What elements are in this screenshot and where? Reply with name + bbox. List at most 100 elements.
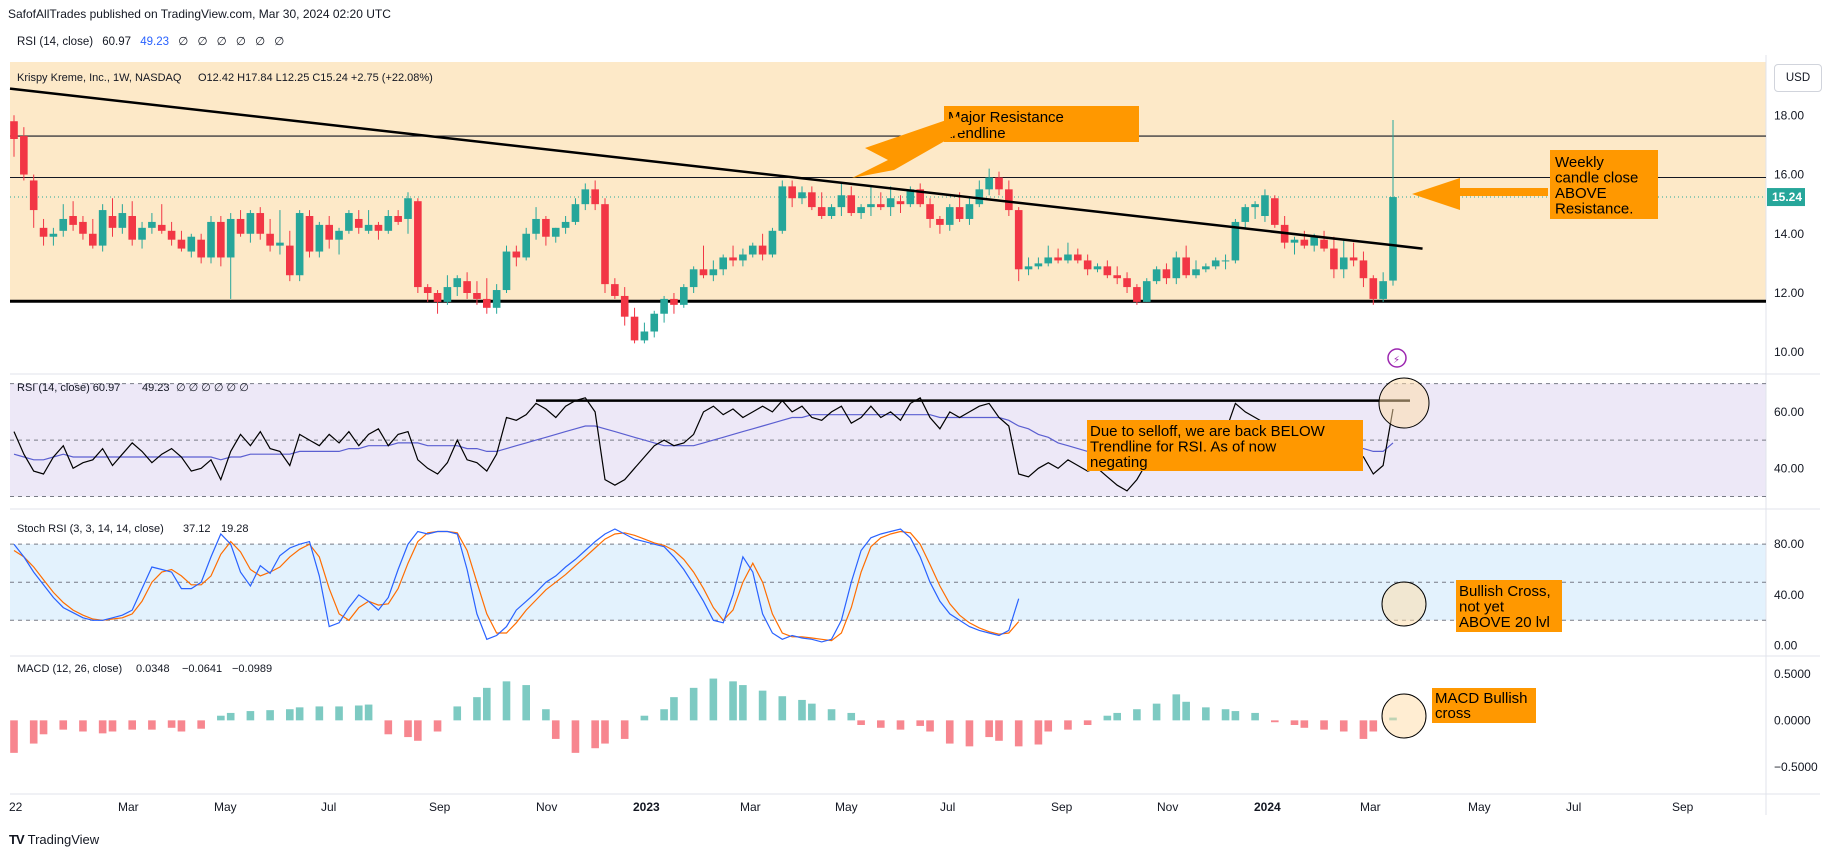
candle-body <box>384 216 393 231</box>
macd-histogram-bar <box>286 709 294 721</box>
candle-body <box>808 192 816 208</box>
stoch-k-line <box>13 528 1020 643</box>
candle-body <box>1271 198 1279 225</box>
candle-body <box>1280 224 1289 243</box>
candle-body <box>20 136 28 175</box>
candle-body <box>1231 221 1240 261</box>
candle-body <box>837 195 846 208</box>
candle-body <box>207 221 215 258</box>
candle-body <box>89 233 97 246</box>
macd-histogram-bar <box>335 706 343 721</box>
rsi-note-line: Trendline for RSI. As of now <box>1090 439 1276 456</box>
candle-body <box>305 216 314 252</box>
candle-body <box>39 227 48 237</box>
macd-histogram-bar <box>965 720 974 747</box>
stoch-note-line: ABOVE 20 lvl <box>1459 614 1550 631</box>
candle-body <box>1211 260 1220 267</box>
candle-body <box>1359 260 1368 279</box>
rsi-legend-empty: ∅ ∅ ∅ ∅ ∅ ∅ <box>176 382 249 394</box>
macd-tick-label: −0.5000 <box>1774 760 1818 774</box>
candle-body <box>1389 197 1397 281</box>
candle-body <box>650 313 659 332</box>
candle-body <box>995 177 1003 190</box>
tradingview-footer: TV TradingView <box>9 832 99 847</box>
rsi-note-box <box>1087 420 1363 471</box>
candle-body <box>483 298 491 308</box>
macd-histogram-bar <box>1271 720 1279 723</box>
macd-legend: MACD (12, 26, close) <box>17 663 122 675</box>
macd-circle <box>1381 693 1427 739</box>
macd-histogram-bar <box>995 720 1003 741</box>
macd-histogram-bar <box>79 720 87 732</box>
x-tick-label: May <box>214 800 237 814</box>
candle-body <box>217 221 225 258</box>
candle-body <box>1251 204 1259 208</box>
rsi-legend-ma: 49.23 <box>142 382 170 394</box>
candle-body <box>1103 266 1112 276</box>
price-tick-label: 12.00 <box>1774 286 1804 300</box>
candle-body <box>1349 257 1358 261</box>
major-resistance-note-line: trendline <box>948 125 1006 142</box>
candle-body <box>1192 269 1200 276</box>
candle-body <box>433 293 442 302</box>
stoch-legend-d: 19.28 <box>221 523 249 535</box>
candle-body <box>916 189 924 205</box>
macd-histogram-bar <box>1290 720 1299 725</box>
rsi-note-line: negating <box>1090 454 1148 471</box>
candle-body <box>1054 257 1062 261</box>
candle-body <box>877 204 885 208</box>
candle-body <box>778 186 787 231</box>
macd-histogram-bar <box>1172 694 1181 721</box>
macd-histogram-bar <box>571 720 580 753</box>
candle-body <box>118 213 127 228</box>
lightning-glyph: ⚡ <box>1393 355 1400 366</box>
candle-body <box>847 195 856 214</box>
candle-body <box>1182 257 1190 276</box>
candle-body <box>1083 260 1092 270</box>
candle-body <box>1339 257 1348 270</box>
x-tick-label: Sep <box>429 800 451 814</box>
candle-body <box>1014 210 1023 270</box>
candle-body <box>886 198 895 208</box>
macd-histogram-bar <box>1369 720 1378 732</box>
weekly-close-note-line: ABOVE <box>1555 185 1607 202</box>
candle-body <box>315 224 324 252</box>
price-tick-label: 14.00 <box>1774 227 1804 241</box>
candle-body <box>49 233 58 237</box>
macd-histogram-bar <box>1103 715 1112 721</box>
macd-histogram-bar <box>1339 720 1348 732</box>
candle-body <box>256 213 265 234</box>
macd-histogram-bar <box>414 720 422 741</box>
candle-body <box>660 298 668 314</box>
macd-legend-macd: −0.0641 <box>182 663 222 675</box>
macd-histogram-bar <box>916 720 924 726</box>
candle-body <box>266 233 274 246</box>
x-tick-label: Jul <box>321 800 336 814</box>
candle-body <box>768 230 777 255</box>
candle-body <box>965 204 974 219</box>
stoch-note-line: Bullish Cross, <box>1459 583 1551 600</box>
candle-body <box>335 230 343 240</box>
x-tick-label: Mar <box>740 800 761 814</box>
stoch-circle <box>1381 581 1427 627</box>
macd-histogram-bar <box>128 720 136 730</box>
currency-button[interactable]: USD <box>1774 64 1822 92</box>
macd-histogram-bar <box>177 720 186 732</box>
published-caption: SafofAllTrades published on TradingView.… <box>8 7 391 21</box>
macd-histogram-bar <box>660 709 668 721</box>
candle-body <box>1005 189 1013 211</box>
candle-body <box>295 213 304 276</box>
candle-body <box>1123 278 1131 288</box>
last-price-tag <box>1767 188 1805 207</box>
macd-histogram-bar <box>847 712 856 721</box>
major-resistance-note-line: Major Resistance <box>948 109 1064 126</box>
candle-body <box>975 189 984 205</box>
macd-histogram-bar <box>827 709 836 721</box>
macd-note-line: cross <box>1435 705 1471 722</box>
weekly-close-note-line: candle close <box>1555 170 1638 187</box>
macd-note-box <box>1432 688 1536 723</box>
x-tick-label: 2024 <box>1254 800 1281 814</box>
macd-histogram-bar <box>29 720 38 744</box>
macd-histogram-bar <box>926 720 934 732</box>
